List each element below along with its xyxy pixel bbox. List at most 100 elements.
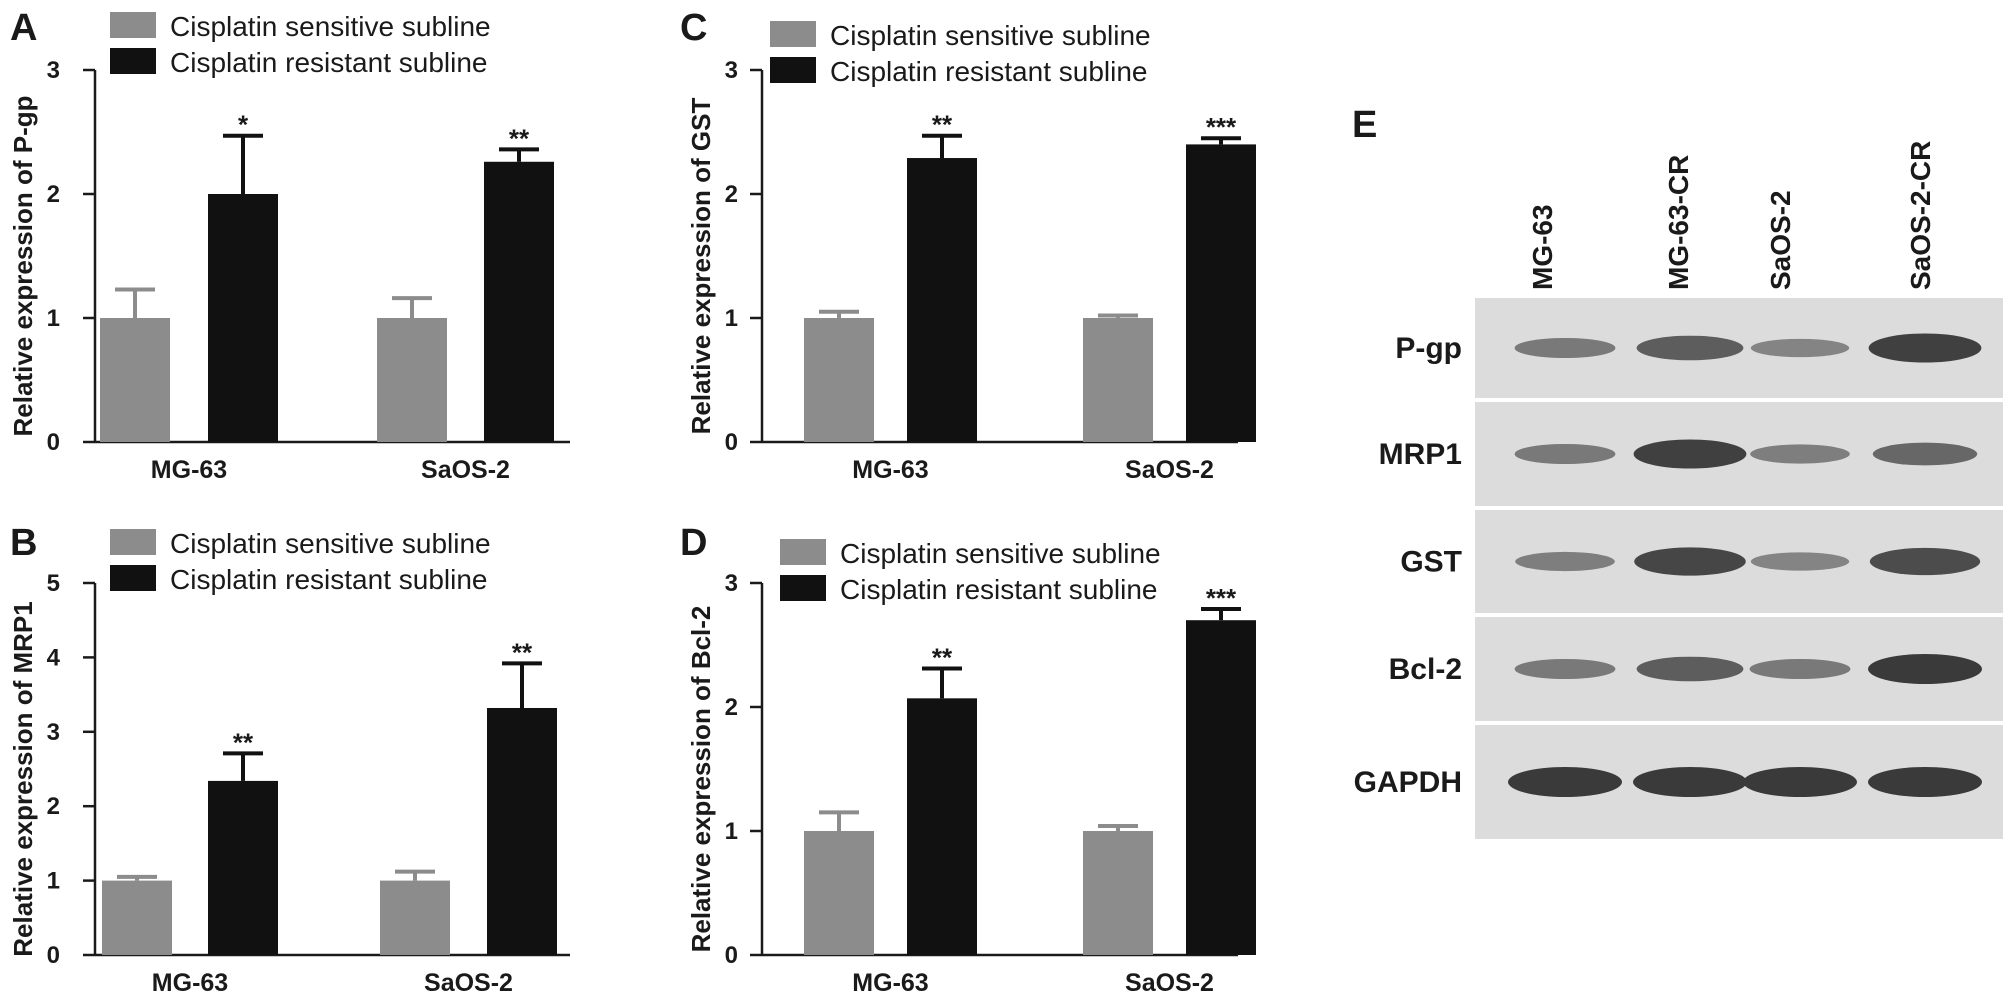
- blot-column-label: SaOS-2: [1765, 190, 1796, 290]
- legend-swatch: [780, 539, 826, 565]
- y-tick-label: 1: [47, 305, 60, 332]
- blot-column-label: SaOS-2-CR: [1905, 141, 1936, 290]
- y-tick-label: 2: [47, 793, 60, 820]
- legend-label: Cisplatin sensitive subline: [840, 538, 1161, 569]
- x-category-label: SaOS-2: [424, 969, 513, 997]
- y-tick-label: 3: [725, 57, 738, 84]
- blot-band: [1750, 444, 1850, 464]
- legend-label: Cisplatin resistant subline: [830, 56, 1148, 87]
- sensitive-bar-saos-2: [1083, 318, 1153, 442]
- x-category-label: MG-63: [852, 969, 928, 997]
- chart-panel-a: A 0 1 2 3 Relative expression of P-gp * MG-63 **…: [8, 7, 570, 484]
- significance-label: **: [932, 110, 953, 140]
- legend-label: Cisplatin sensitive subline: [170, 528, 491, 559]
- y-tick-label: 4: [47, 644, 61, 671]
- legend-swatch: [110, 48, 156, 74]
- resistant-bar-mg-63: [208, 780, 278, 955]
- blot-band: [1636, 656, 1744, 682]
- panel-letter: D: [680, 522, 707, 564]
- y-tick-label: 1: [725, 305, 738, 332]
- blot-column-label: MG-63-CR: [1663, 155, 1694, 290]
- blot-row-label: P-gp: [1395, 332, 1462, 365]
- blot-band: [1633, 439, 1747, 469]
- blot-band: [1869, 547, 1981, 576]
- y-tick-label: 0: [725, 429, 738, 456]
- resistant-bar-mg-63: [907, 698, 977, 955]
- x-category-label: SaOS-2: [1125, 969, 1214, 997]
- y-tick-label: 2: [725, 181, 738, 208]
- y-tick-label: 3: [725, 570, 738, 597]
- legend-swatch: [110, 565, 156, 591]
- legend-label: Cisplatin resistant subline: [840, 574, 1158, 605]
- sensitive-bar-mg-63: [804, 831, 874, 955]
- y-tick-label: 2: [47, 181, 60, 208]
- y-axis-title: Relative expression of GST: [686, 98, 716, 435]
- blot-band: [1868, 333, 1982, 363]
- blot-row-label: Bcl-2: [1389, 653, 1462, 686]
- significance-label: **: [512, 637, 533, 667]
- blot-band: [1514, 443, 1616, 465]
- sensitive-bar-saos-2: [1083, 831, 1153, 955]
- y-tick-label: 3: [47, 719, 60, 746]
- panel-letter: B: [10, 522, 37, 564]
- blot-band: [1750, 552, 1850, 571]
- blot-row-label: GAPDH: [1354, 766, 1462, 799]
- legend-label: Cisplatin sensitive subline: [170, 11, 491, 42]
- x-category-label: SaOS-2: [1125, 456, 1214, 484]
- y-tick-label: 1: [47, 868, 60, 895]
- y-tick-label: 3: [47, 57, 60, 84]
- sensitive-bar-saos-2: [380, 880, 450, 955]
- sensitive-bar-mg-63: [100, 318, 170, 442]
- panel-letter: E: [1352, 104, 1377, 146]
- y-axis-title: Relative expression of MRP1: [8, 601, 38, 956]
- blot-band: [1508, 767, 1622, 797]
- y-axis-title: Relative expression of P-gp: [8, 96, 38, 437]
- sensitive-bar-saos-2: [377, 318, 447, 442]
- sensitive-bar-mg-63: [102, 880, 172, 955]
- resistant-bar-saos-2: [1186, 620, 1256, 955]
- blot-band: [1636, 335, 1744, 361]
- legend-label: Cisplatin resistant subline: [170, 564, 488, 595]
- blot-band: [1514, 337, 1616, 359]
- legend-label: Cisplatin sensitive subline: [830, 20, 1151, 51]
- western-blot-panel-e: E MG-63 MG-63-CR SaOS-2 SaOS-2-CR P-gp MRP1 GST…: [1352, 104, 2003, 839]
- resistant-bar-mg-63: [907, 158, 977, 443]
- y-tick-label: 5: [47, 570, 60, 597]
- blot-band: [1872, 442, 1978, 466]
- blot-band: [1750, 338, 1850, 358]
- chart-panel-d: D 0 1 2 3 Relative expression of Bcl-2 ** MG-63…: [680, 522, 1256, 997]
- blot-band: [1868, 767, 1982, 797]
- legend-swatch: [770, 57, 816, 83]
- significance-label: ***: [1206, 112, 1237, 142]
- blot-row-label: MRP1: [1379, 438, 1462, 471]
- legend-label: Cisplatin resistant subline: [170, 47, 488, 78]
- panel-letter: A: [10, 7, 37, 49]
- legend-swatch: [110, 12, 156, 38]
- chart-panel-c: C 0 1 2 3 Relative expression of GST ** MG-63 **…: [680, 7, 1256, 484]
- significance-label: **: [509, 123, 530, 153]
- x-category-label: SaOS-2: [421, 456, 510, 484]
- y-tick-label: 1: [725, 818, 738, 845]
- y-tick-label: 0: [47, 942, 60, 969]
- x-category-label: MG-63: [152, 969, 228, 997]
- y-axis-title: Relative expression of Bcl-2: [686, 606, 716, 953]
- y-tick-label: 2: [725, 694, 738, 721]
- x-category-label: MG-63: [151, 456, 227, 484]
- blot-band: [1868, 654, 1982, 684]
- panel-letter: C: [680, 7, 707, 49]
- resistant-bar-saos-2: [487, 707, 557, 955]
- resistant-bar-saos-2: [484, 161, 554, 442]
- x-category-label: MG-63: [852, 456, 928, 484]
- chart-panel-b: B 0 1 2 3 4 5 Relative expression of MRP1 ** MG-6…: [8, 522, 570, 997]
- sensitive-bar-mg-63: [804, 318, 874, 442]
- blot-band: [1634, 547, 1746, 576]
- legend-swatch: [780, 575, 826, 601]
- significance-label: ***: [1206, 583, 1237, 613]
- legend-swatch: [770, 21, 816, 47]
- resistant-bar-saos-2: [1186, 144, 1256, 442]
- blot-row-label: GST: [1400, 546, 1462, 579]
- y-tick-label: 0: [47, 429, 60, 456]
- blot-band: [1633, 767, 1747, 797]
- significance-label: **: [233, 727, 254, 757]
